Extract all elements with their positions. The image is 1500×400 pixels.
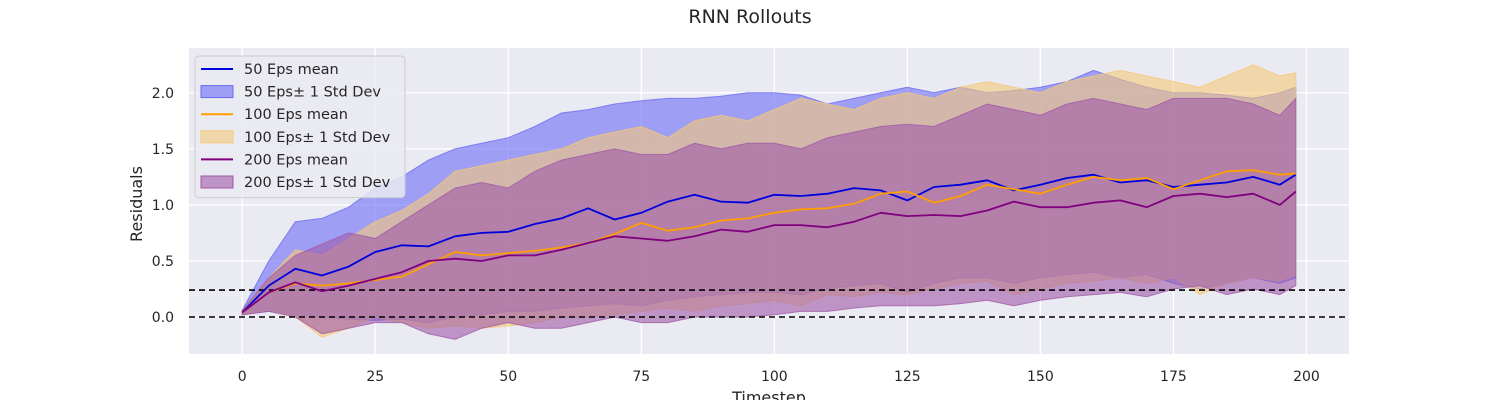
legend-label-50-eps-band: 50 Eps± 1 Std Dev [244,85,381,101]
x-tick-label-75: 75 [632,369,650,385]
chart-title: RNN Rollouts [688,6,811,28]
legend-label-50-eps-mean: 50 Eps mean [244,62,339,78]
x-tick-label-0: 0 [238,369,247,385]
y-tick-label-1: 1.0 [152,198,174,214]
x-tick-label-125: 125 [894,369,921,385]
mean-line-100-eps [241,169,1296,314]
legend-box [194,55,406,199]
x-tick-label-175: 175 [1160,369,1187,385]
y-tick-label-1.5: 1.5 [152,142,174,158]
std-dev-band-200-eps [241,97,1297,340]
x-tick-label-200: 200 [1293,369,1320,385]
x-tick-labels: 0 25 50 75 100 125 150 175 200 [238,369,1320,385]
legend-swatch-50-eps-band [200,85,234,99]
y-tick-label-0: 0.0 [152,310,174,326]
x-tick-label-150: 150 [1027,369,1054,385]
legend-label-100-eps-band: 100 Eps± 1 Std Dev [244,130,391,146]
legend: 50 Eps mean 50 Eps± 1 Std Dev 100 Eps mean… [194,55,406,199]
x-tick-label-100: 100 [761,369,788,385]
y-tick-label-2: 2.0 [152,86,174,102]
y-axis-label: Residuals [127,166,146,242]
legend-swatch-200-eps-band [200,175,234,189]
legend-label-200-eps-band: 200 Eps± 1 Std Dev [244,175,391,191]
reference-lines [189,289,1349,318]
std-dev-bands [241,64,1297,340]
legend-swatch-100-eps-band [200,130,234,144]
legend-label-100-eps-mean: 100 Eps mean [244,107,348,123]
x-tick-label-50: 50 [499,369,517,385]
mean-lines [241,169,1297,314]
y-tick-labels: 0.0 0.5 1.0 1.5 2.0 [152,86,174,326]
x-axis-label: Timestep [731,388,806,400]
mean-line-50-eps [241,173,1297,314]
legend-label-200-eps-mean: 200 Eps mean [244,152,348,168]
mean-line-200-eps [241,190,1297,314]
y-tick-label-0.5: 0.5 [152,254,174,270]
x-tick-label-25: 25 [366,369,384,385]
